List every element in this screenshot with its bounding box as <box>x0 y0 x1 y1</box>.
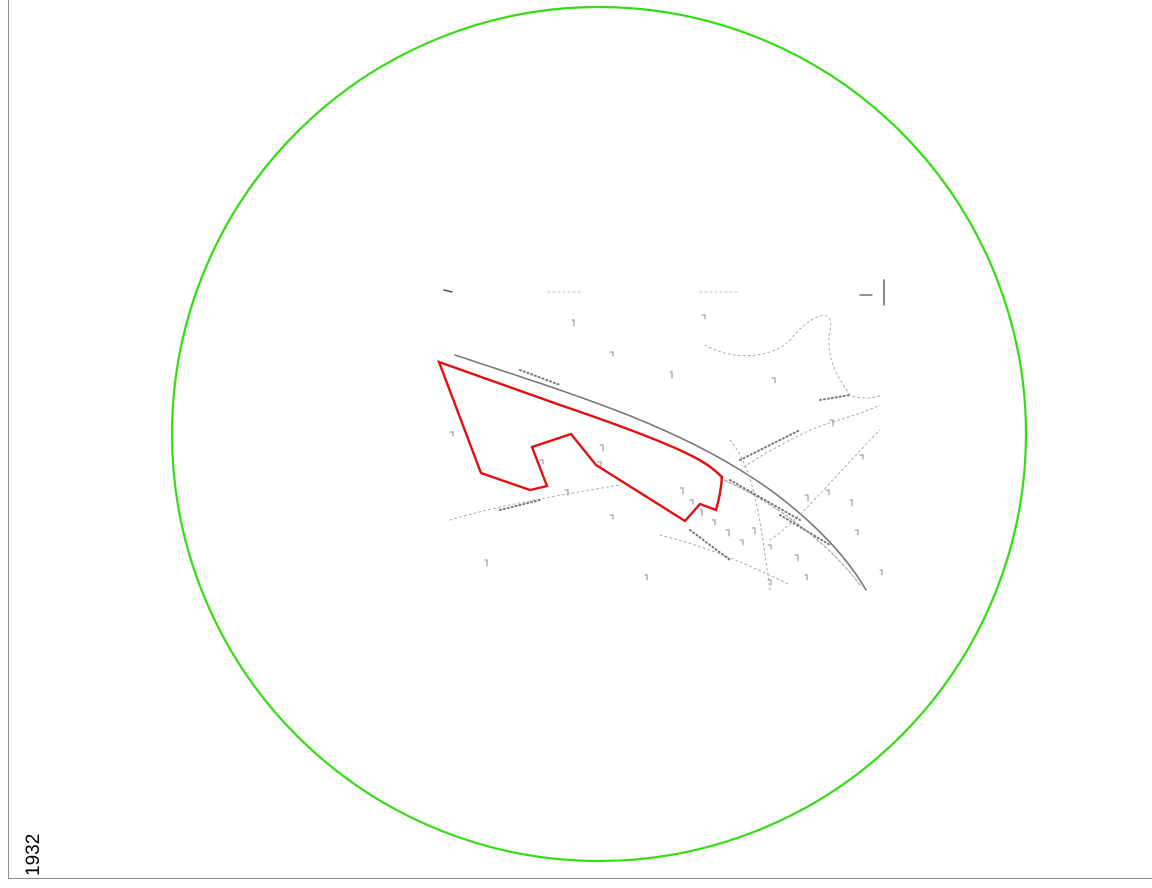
map-edge-mark <box>443 289 453 293</box>
stream-line <box>704 315 883 399</box>
historical-basemap <box>443 279 885 591</box>
railway-line-parallel <box>719 477 861 586</box>
site-boundary <box>436 360 724 523</box>
stream-line-2 <box>739 404 881 471</box>
year-label: 1932 <box>23 833 44 876</box>
building-cluster <box>449 314 883 586</box>
house-row <box>499 369 851 561</box>
road-line <box>729 439 771 591</box>
road-line-4 <box>659 534 791 586</box>
buffer-circle <box>170 5 1028 863</box>
railway-line <box>454 354 867 591</box>
road-line-2 <box>769 429 881 541</box>
road-line-3 <box>449 484 621 521</box>
map-border <box>8 0 1152 879</box>
